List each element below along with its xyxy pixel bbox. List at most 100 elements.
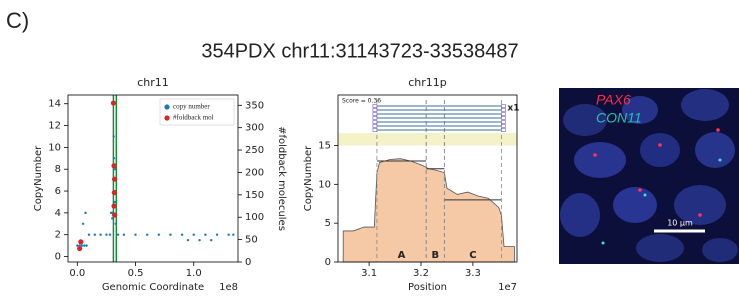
score-label: Score = 0.36 — [342, 98, 381, 105]
copy-number-point — [83, 244, 85, 246]
y-tick-label: 0 — [55, 252, 61, 263]
y2-tick-label: 300 — [245, 123, 264, 134]
foldback-point — [112, 190, 117, 195]
copy-number-point — [198, 239, 200, 241]
foldback-point — [112, 212, 117, 217]
copy-number-point — [114, 201, 116, 203]
copy-number-point — [123, 234, 125, 236]
foldback-point — [111, 100, 116, 105]
molecule-end — [373, 109, 377, 112]
probe-label: CON11 — [596, 110, 642, 126]
copy-number-point — [227, 234, 229, 236]
copy-number-point — [187, 239, 189, 241]
x-tick-label: 0.5 — [128, 268, 144, 279]
foldback-point — [111, 203, 116, 208]
signal-dot — [593, 153, 597, 157]
signal-dot — [698, 213, 702, 217]
legend-label: #foldback mol — [173, 114, 214, 122]
molecule-end — [373, 113, 377, 116]
y-tick-label: 2 — [55, 230, 61, 241]
page: {"panel_label": "C)", "title": "354PDX c… — [0, 0, 739, 300]
y2-axis-label: #foldback molecules — [276, 126, 287, 231]
figure-title: 354PDX chr11:31143723-33538487 — [201, 40, 518, 62]
y-tick-label: 14 — [48, 99, 61, 110]
chart-title: chr11 — [137, 76, 169, 89]
x-axis-label: Position — [408, 282, 447, 293]
foldback-point — [77, 246, 82, 251]
copy-number-point — [109, 234, 111, 236]
foldback-point — [112, 177, 117, 182]
scale-bar-label: 10 µm — [667, 219, 693, 228]
copy-number-point — [181, 234, 183, 236]
x-offset-label: 1e7 — [498, 282, 517, 293]
y2-tick-label: 100 — [245, 212, 264, 223]
copy-number-point — [112, 135, 114, 137]
segment-label: C — [469, 250, 476, 261]
y-axis-label: CopyNumber — [33, 145, 44, 211]
molecule-end — [501, 113, 505, 116]
copy-number-point — [158, 234, 160, 236]
copy-number-point — [110, 212, 112, 214]
signal-dot — [638, 188, 642, 192]
signal-dot — [644, 194, 647, 197]
nucleus — [702, 238, 738, 262]
y2-tick-label: 50 — [245, 235, 258, 246]
nucleus — [640, 133, 680, 167]
nucleus — [574, 142, 626, 178]
copy-number-point — [105, 234, 107, 236]
copy-number-point — [169, 234, 171, 236]
molecule-end — [373, 105, 377, 108]
microscopy-image: PAX6 CON11 10 µm — [559, 88, 739, 264]
copy-number-point — [117, 234, 119, 236]
x-tick-label: 3.1 — [361, 268, 377, 279]
y-tick-label: 6 — [55, 186, 61, 197]
copy-number-point — [193, 234, 195, 236]
y-tick-label: 10 — [48, 142, 61, 153]
figure: C) 354PDX chr11:31143723-33538487 PAX6 C… — [0, 0, 739, 300]
molecule-end — [501, 129, 505, 132]
segment-label: A — [398, 250, 406, 261]
copy-number-point — [204, 234, 206, 236]
nucleus — [636, 234, 684, 262]
signal-dot — [716, 128, 720, 132]
signal-dot — [602, 242, 605, 245]
chart-title: chr11p — [408, 76, 447, 89]
highlight-band — [338, 133, 517, 145]
x-tick-label: 3.3 — [465, 268, 481, 279]
signal-dot — [719, 159, 722, 162]
copy-number-point — [99, 234, 101, 236]
copy-number-point — [134, 234, 136, 236]
y-tick-label: 5 — [325, 218, 331, 229]
y-axis-label: CopyNumber — [303, 145, 314, 211]
legend-label: copy number — [173, 103, 210, 111]
y2-tick-label: 250 — [245, 145, 264, 156]
molecule-end — [373, 121, 377, 124]
y-tick-label: 15 — [318, 140, 331, 151]
copy-number-point — [111, 217, 113, 219]
x-tick-label: 1.0 — [186, 268, 202, 279]
panel-label: C) — [6, 8, 29, 33]
y2-tick-label: 150 — [245, 190, 264, 201]
y-tick-label: 10 — [318, 179, 331, 190]
molecule-end — [501, 109, 505, 112]
copy-number-point — [84, 212, 86, 214]
copy-number-point — [216, 234, 218, 236]
legend-marker — [164, 115, 169, 120]
copy-number-point — [113, 157, 115, 159]
copy-number-point — [232, 234, 234, 236]
molecule-end — [501, 121, 505, 124]
molecule-end — [373, 129, 377, 132]
copy-number-point — [94, 234, 96, 236]
copy-number-point — [146, 234, 148, 236]
nucleus — [613, 187, 657, 223]
copy-number-point — [115, 223, 117, 225]
copy-number-point — [114, 168, 116, 170]
y2-tick-label: 350 — [245, 100, 264, 111]
molecule-end — [373, 125, 377, 128]
molecule-end — [501, 117, 505, 120]
nucleus — [560, 193, 600, 237]
foldback-point — [111, 163, 116, 168]
copy-number-area — [343, 159, 514, 262]
molecule-end — [373, 117, 377, 120]
multiplicity-label: x1 — [507, 104, 519, 114]
